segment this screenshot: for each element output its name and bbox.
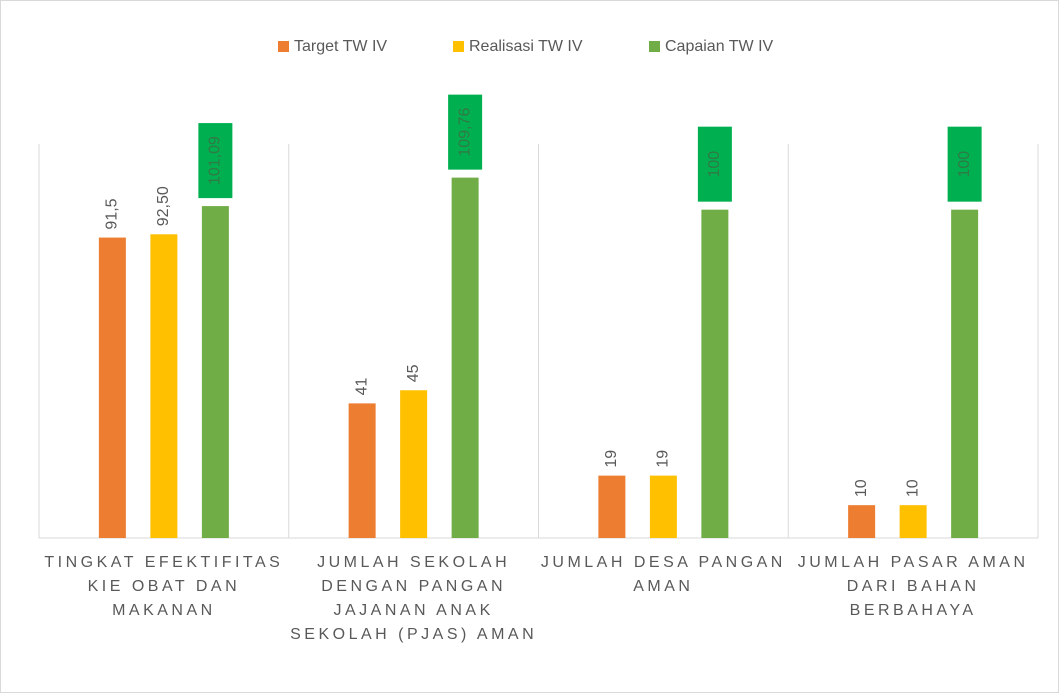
value-label: 100	[956, 151, 973, 178]
value-label: 101,09	[207, 136, 224, 185]
label-box	[947, 126, 982, 202]
bar	[649, 475, 677, 538]
bar	[848, 505, 876, 538]
value-label: 19	[655, 450, 672, 468]
legend-swatch	[453, 41, 464, 52]
label-box	[448, 94, 483, 170]
value-label: 91,5	[104, 198, 121, 229]
bar	[400, 390, 428, 538]
bar	[98, 237, 126, 538]
value-label: 10	[904, 479, 921, 497]
bar	[201, 206, 229, 538]
x-tick-label: JUMLAH DESA PANGAN AMAN	[540, 554, 786, 595]
legend-label: Target TW IV	[294, 38, 387, 55]
bar	[899, 505, 927, 538]
legend-swatch	[649, 41, 660, 52]
value-label: 19	[603, 450, 620, 468]
label-box	[697, 126, 732, 202]
bar	[348, 403, 376, 538]
bar	[150, 234, 178, 538]
value-label: 41	[353, 377, 370, 395]
bar	[951, 209, 979, 538]
label-box	[198, 123, 233, 199]
legend-label: Realisasi TW IV	[469, 38, 583, 55]
bar	[598, 475, 626, 538]
x-tick-label: JUMLAH SEKOLAH DENGAN PANGAN JAJANAN ANA…	[290, 554, 538, 643]
value-label: 92,50	[155, 186, 172, 226]
x-tick-label: JUMLAH PASAR AMAN DARI BAHAN BERBAHAYA	[797, 554, 1029, 619]
bar	[701, 209, 729, 538]
x-tick-label: TINGKAT EFEKTIFITAS KIE OBAT DAN MAKANAN	[44, 554, 284, 619]
legend-swatch	[278, 41, 289, 52]
value-label: 100	[706, 151, 723, 178]
bar	[451, 177, 479, 538]
legend-label: Capaian TW IV	[665, 38, 774, 55]
value-label: 10	[853, 479, 870, 497]
value-label: 45	[405, 364, 422, 382]
value-label: 109,76	[456, 108, 473, 157]
